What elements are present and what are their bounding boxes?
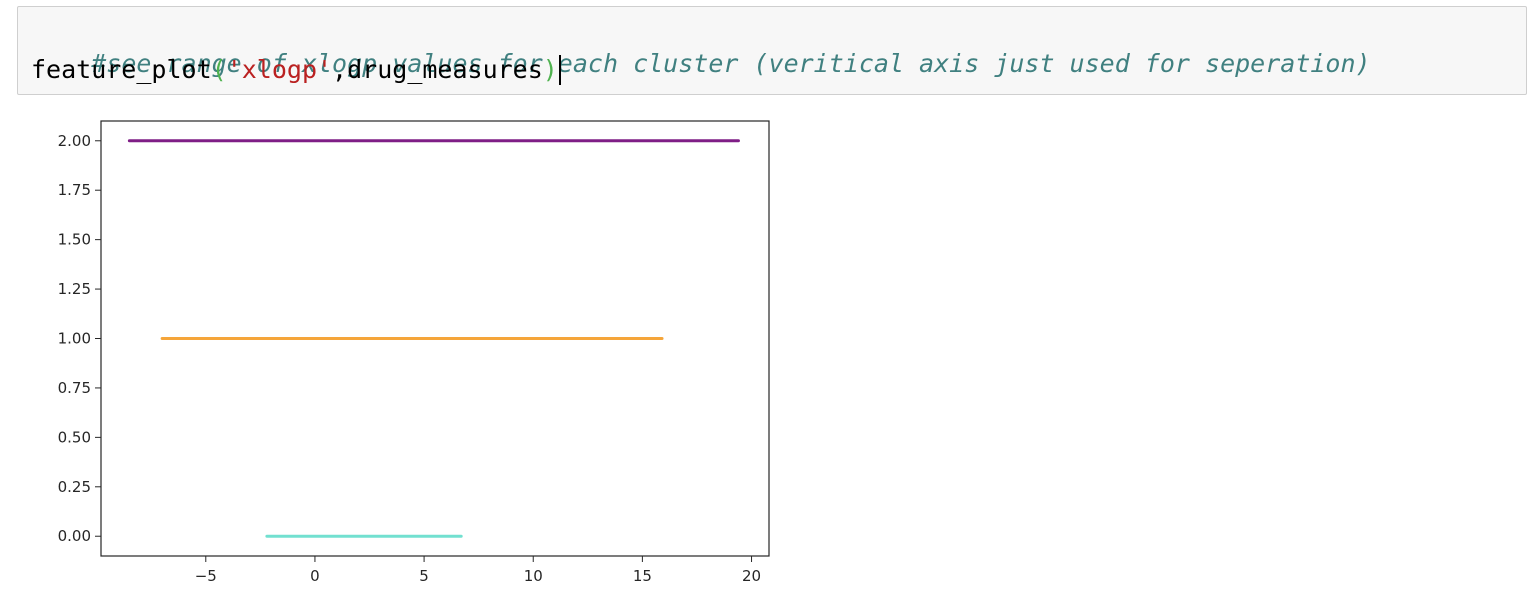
code-call-line[interactable]: feature_plot('xlogp',drug_measures): [31, 55, 561, 85]
y-tick-label: 0.50: [58, 428, 91, 446]
x-tick-label: 15: [633, 567, 652, 585]
y-tick-label: 1.25: [58, 280, 91, 298]
code-close-paren: ): [542, 55, 558, 84]
code-variable-argument: drug_measures: [347, 55, 543, 84]
y-tick-label: 2.00: [58, 132, 91, 150]
code-comma: ,: [332, 55, 348, 84]
x-tick-label: −5: [195, 567, 217, 585]
text-cursor: [558, 55, 561, 85]
y-tick-label: 0.00: [58, 527, 91, 545]
code-function-name: feature_plot: [31, 55, 212, 84]
x-tick-label: 0: [310, 567, 320, 585]
y-tick-label: 1.50: [58, 231, 91, 249]
x-tick-label: 5: [419, 567, 429, 585]
x-tick-label: 20: [742, 567, 761, 585]
code-open-paren: (: [211, 55, 227, 84]
code-comment: #see range of xlogp values for each clus…: [91, 49, 1371, 78]
y-tick-label: 1.75: [58, 181, 91, 199]
x-tick-label: 10: [524, 567, 543, 585]
code-comment-line: #see range of xlogp values for each clus…: [31, 19, 1371, 109]
output-area: −5 0 5 10 15 20 0.00 0.25 0.50 0.75 1.00 1.25 1.50 1.…: [0, 100, 800, 604]
y-tick-label: 0.75: [58, 379, 91, 397]
code-string-argument: 'xlogp': [226, 55, 333, 84]
xlogp-range-chart: −5 0 5 10 15 20 0.00 0.25 0.50 0.75 1.00 1.25 1.50 1.…: [58, 120, 770, 585]
y-tick-label: 1.00: [58, 330, 91, 348]
y-tick-label: 0.25: [58, 478, 91, 496]
code-cell[interactable]: #see range of xlogp values for each clus…: [17, 6, 1527, 95]
